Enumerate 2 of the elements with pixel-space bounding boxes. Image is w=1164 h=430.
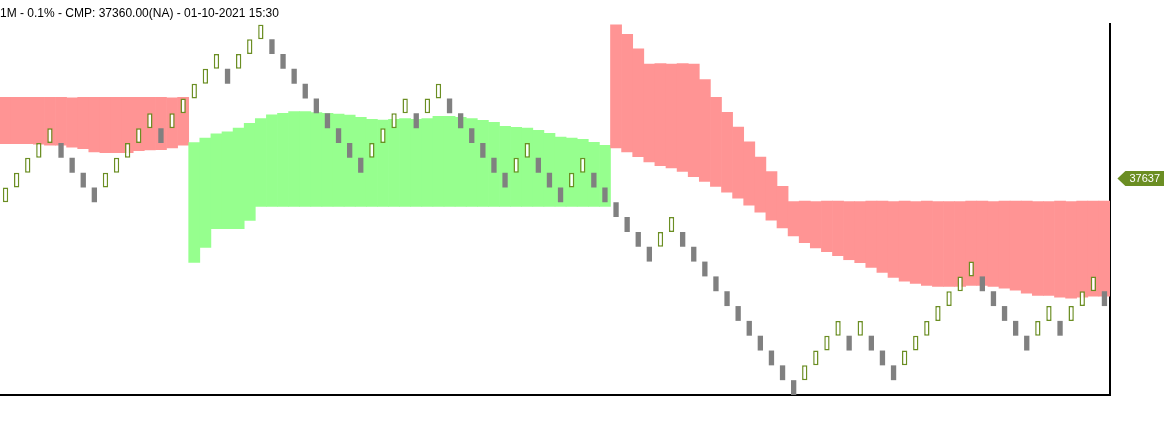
text: 37637 xyxy=(1117,171,1164,186)
chart-title: 1M - 0.1% - CMP: 37360.00(NA) - 01-10-2021 15:30 xyxy=(0,5,280,20)
